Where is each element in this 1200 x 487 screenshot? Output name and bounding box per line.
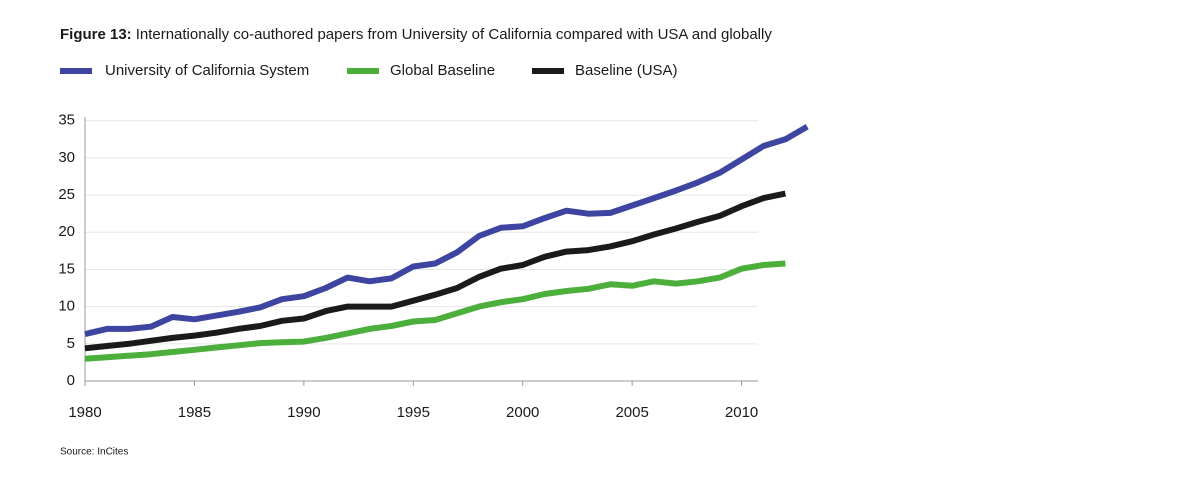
legend-label: Baseline (USA) xyxy=(575,62,678,79)
x-tick-label: 2010 xyxy=(725,404,758,421)
x-tick-label: 2005 xyxy=(615,404,648,421)
series-line xyxy=(84,124,809,338)
title-label: Figure 13: xyxy=(60,26,132,43)
y-tick-label: 35 xyxy=(58,112,75,129)
legend-label: University of California System xyxy=(105,62,309,79)
legend-label: Global Baseline xyxy=(390,62,495,79)
y-tick-label: 15 xyxy=(58,260,75,277)
series-line xyxy=(84,190,787,352)
y-tick-label: 10 xyxy=(58,298,75,315)
y-tick-label: 25 xyxy=(58,186,75,203)
title-text: Internationally co-authored papers from … xyxy=(136,26,773,43)
y-tick-label: 0 xyxy=(67,372,75,389)
source: Source: InCites xyxy=(60,447,128,458)
y-tick-label: 20 xyxy=(58,223,75,240)
y-tick-label: 5 xyxy=(67,335,75,352)
series-line xyxy=(84,260,786,362)
x-tick-label: 2000 xyxy=(506,404,539,421)
x-tick-label: 1995 xyxy=(397,404,430,421)
x-tick-label: 1990 xyxy=(287,404,320,421)
chart-title: Figure 13: Internationally co-authored pa… xyxy=(60,26,772,43)
x-tick-label: 1980 xyxy=(68,404,101,421)
y-tick-label: 30 xyxy=(58,149,75,166)
x-tick-label: 1985 xyxy=(178,404,211,421)
